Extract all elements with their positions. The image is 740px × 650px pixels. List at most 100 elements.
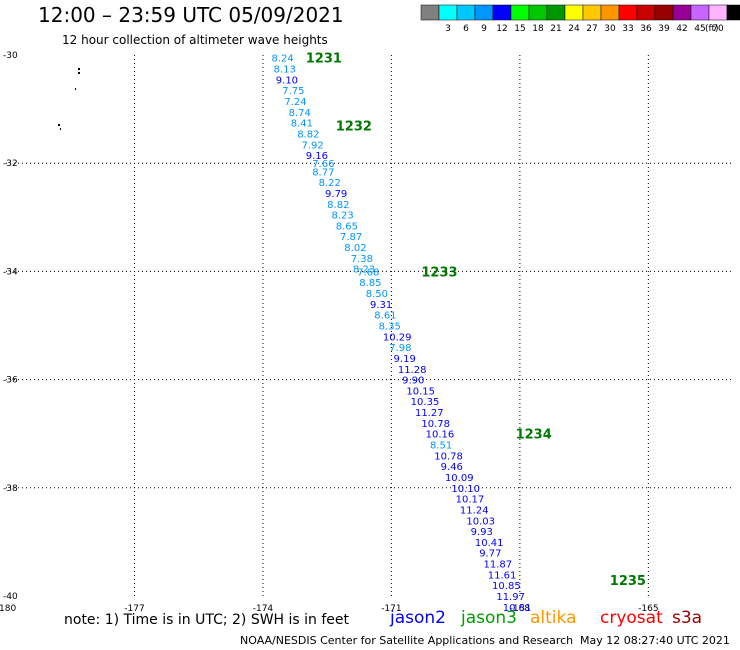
scale-swatch [510,4,530,21]
scale-swatch [492,4,512,21]
pass-time-labels: 1231 1232 1233 1234 1235 [306,52,646,589]
swh-value-label: 8.82 [297,129,319,140]
latitude-tick-label: -36 [3,376,18,386]
latitude-tick-label: -40 [3,592,18,602]
scale-tick-label: 15 [514,24,525,34]
scale-tick-label: 21 [550,24,561,34]
scale-tick-label: 70 [712,24,724,34]
swh-value-label: 11.28 [398,365,427,376]
swh-value-label: 9.31 [370,300,392,311]
swh-value-label: 9.10 [276,75,298,86]
scale-tick-label: 33 [622,24,633,34]
swh-value-label: 10.16 [426,430,455,441]
swh-value-label: 10.09 [445,473,474,484]
swh-value-label: 10.10 [451,484,480,495]
longitude-tick-label: -168 [510,604,531,614]
swh-value-label: 11.97 [496,592,525,603]
swh-value-label: 8.23 [331,211,353,222]
swh-value-label: 10.29 [383,332,412,343]
swh-value-label: 10.41 [475,538,504,549]
swh-value-label: 8.65 [336,221,358,232]
island-speck [58,124,60,126]
swh-value-label: 10.78 [434,451,463,462]
swh-value-label: 8.24 [272,54,294,65]
scale-swatch [528,4,548,21]
swh-value-label: 8.85 [359,278,381,289]
scale-swatch [582,4,602,21]
swh-value-label: 8.82 [327,200,349,211]
swh-value-label: 11.87 [483,560,512,571]
pass-time-label: 1235 [610,574,646,589]
swh-value-label: 8.02 [344,243,366,254]
generated-timestamp: May 12 08:27:40 UTC 2021 [580,634,730,647]
scale-swatch [654,4,674,21]
swh-value-label: 7.87 [340,232,362,243]
latitude-tick-label: -34 [3,267,18,277]
swh-value-label: 8.35 [379,322,401,333]
scale-swatch [474,4,494,21]
scale-swatch [600,4,620,21]
swh-value-label: 8.77 [312,167,334,178]
scale-swatch [546,4,566,21]
scale-swatch [420,4,440,21]
satellite-legend-cryosat: cryosat [600,608,663,628]
swh-value-label: 9.93 [471,527,493,538]
pass-time-label: 1234 [516,428,552,443]
swh-value-label: 9.77 [479,549,501,560]
island-speck [75,88,76,90]
swh-value-label: 8.23 [353,265,375,276]
pass-time-label: 1232 [336,119,372,134]
map-title: 12:00 – 23:59 UTC 05/09/2021 [38,3,344,27]
scale-swatch [456,4,476,21]
swh-value-label: 9.19 [394,354,416,365]
satellite-legend-jason2: jason2 [390,608,446,628]
satellite-legend-jason3: jason3 [461,608,517,628]
scale-tick-label: 24 [568,24,580,34]
swh-value-label: 9.90 [402,376,424,387]
swh-value-label: 9.46 [441,462,463,473]
longitude-tick-label: -180 [0,604,16,614]
swh-value-label: 7.68 [357,267,379,278]
swh-value-label: 9.79 [325,189,347,200]
swh-value-label: 7.38 [351,254,373,265]
swh-value-label: 7.98 [389,343,411,354]
scale-tick-label: 42 [676,24,687,34]
pass-time-label: 1233 [421,265,457,280]
satellite-legend-altika: altika [530,608,577,628]
scale-swatch [690,4,710,21]
swh-value-label: 8.61 [374,311,396,322]
satellite-legend-s3a: s3a [672,608,703,628]
swh-value-label: 8.74 [289,108,311,119]
scale-tick-label: 12 [496,24,507,34]
swh-value-label: 10.35 [411,397,440,408]
longitude-tick-label: -177 [124,604,144,614]
scale-tick-label: 27 [586,24,597,34]
scale-tick-label: 36 [640,24,652,34]
scale-tick-label: 6 [463,24,469,34]
swh-value-label: 7.24 [284,97,306,108]
swh-value-label: 10.17 [456,495,485,506]
scale-tick-label: 30 [604,24,616,34]
swh-value-label: 8.50 [366,289,388,300]
scale-swatch [564,4,584,21]
scale-swatch [672,4,692,21]
swh-value-label: 11.27 [415,408,444,419]
swh-value-label: 9.16 [306,151,328,162]
map-graticule: -180 -177 -174 -171 -168 -165 -30 -32 -34 -36 -38 -… [0,51,734,614]
swh-value-label: 8.22 [319,178,341,189]
longitude-tick-label: -171 [381,604,401,614]
scale-swatch [618,4,638,21]
swh-value-label: 11.24 [460,505,489,516]
swh-value-label: 10.15 [406,386,435,397]
island-speck [78,68,80,70]
scale-swatch [636,4,656,21]
swh-value-label: 8.51 [430,441,452,452]
longitude-tick-label: -174 [253,604,274,614]
scale-unit-label: (ft) [705,24,719,34]
swh-value-label: 7.92 [301,140,323,151]
scale-tick-label: 3 [445,24,451,34]
scale-swatch [708,4,728,21]
scale-swatch [726,4,740,21]
swh-value-label: 8.41 [291,119,313,130]
